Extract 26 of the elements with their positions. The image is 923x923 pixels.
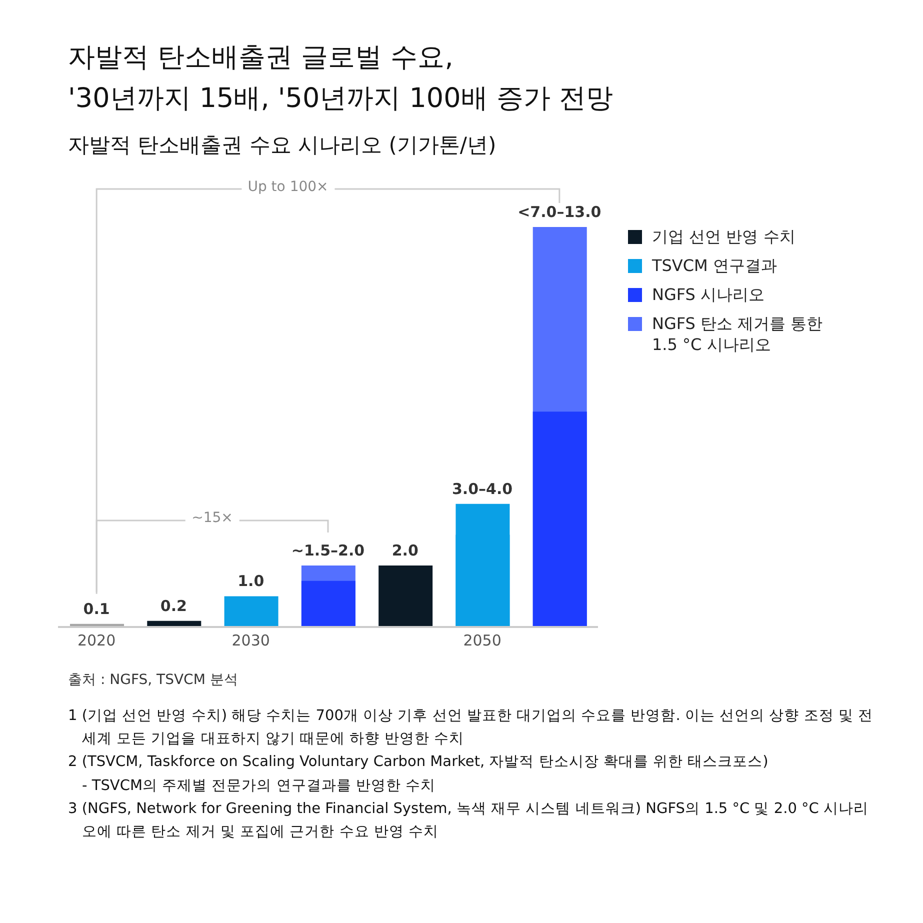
text: 3 (NGFS, Network for Greening the Financial System, 녹색 재무 시스템 네트워크) NGFS의 1.5 °C 및 2.0 °C 시나리오에 따른 탄소 제거 및 포집에 근거한 수요 반영 수치 (68, 800, 870, 842)
chart-subtitle: 자발적 탄소배출권 수요 시나리오 (기가톤/년) (68, 132, 498, 159)
data-label: 1.0 (238, 572, 264, 590)
text: Up to 100× (242, 179, 334, 195)
bar (532, 412, 587, 627)
text: 2 (TSVCM, Taskforce on Scaling Voluntary Carbon Market, 자발적 탄소시장 확대를 위한 태스크포스) - TSVCM의 주제별 전문가의 연구결과를 반영한 수치 (68, 753, 770, 796)
data-label: 2.0 (392, 541, 418, 560)
data-label: 3.0–4.0 (452, 480, 513, 498)
x-tick-label: 2020 (77, 632, 116, 650)
source-note: 출처 : NGFS, TSVCM 분석 (68, 671, 239, 689)
data-label: <7.0–13.0 (518, 203, 602, 221)
legend-label: TSVCM 연구결과 (652, 256, 777, 277)
text: 1 (기업 선언 반영 수치) 해당 수치는 700개 이상 기후 선언 발표한 대기업의 수요를 반영함. 이는 선언의 상향 조정 및 전세계 모든 기업을 대표하지 않기 때문에 하향 반영한 수치 (68, 707, 874, 750)
legend-label: NGFS 시나리오 (652, 285, 765, 306)
data-label: 0.1 (83, 600, 110, 618)
annotation: ~15× (186, 510, 239, 526)
x-tick-label: 2050 (463, 632, 502, 650)
x-tick-label: 2030 (232, 632, 270, 650)
legend-label: 기업 선언 반영 수치 (652, 227, 796, 248)
legend-label: NGFS 탄소 제거를 통한 1.5 °C 시나리오 (652, 314, 824, 356)
bar (301, 580, 356, 627)
bar (378, 565, 433, 627)
chart-title: 자발적 탄소배출권 글로벌 수요, '30년까지 15배, '50년까지 100배 증가 전망 (68, 41, 614, 116)
data-label: ~1.5–2.0 (291, 541, 365, 560)
bar (224, 596, 278, 627)
data-label: 0.2 (160, 596, 188, 615)
